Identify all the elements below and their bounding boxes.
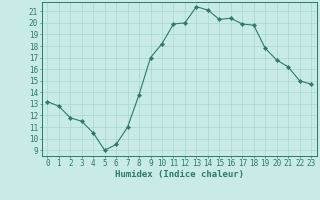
X-axis label: Humidex (Indice chaleur): Humidex (Indice chaleur) [115, 170, 244, 179]
